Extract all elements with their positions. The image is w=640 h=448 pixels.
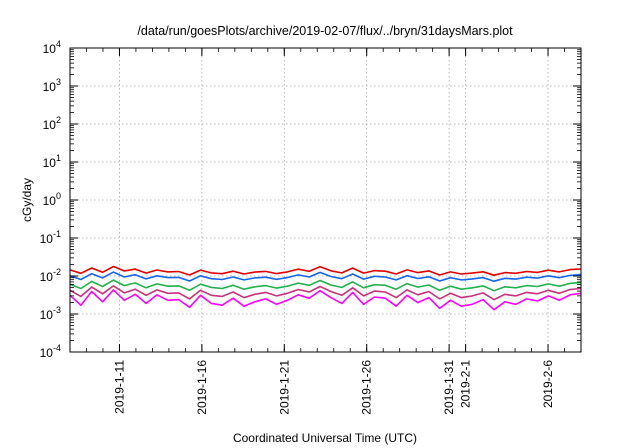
y-tick-label: 10-2 [40,267,61,284]
chart-title: /data/run/goesPlots/archive/2019-02-07/f… [137,24,513,38]
x-tick-label: 2019-2-1 [459,360,473,408]
y-tick-label: 104 [43,39,61,56]
series-line [69,265,582,277]
y-axis-label: cGy/day [20,178,34,222]
y-tick-label: 100 [43,191,61,208]
x-tick-label: 2019-1-21 [277,360,291,415]
y-tick-label: 101 [43,153,61,170]
y-tick-label: 10-3 [40,305,61,322]
x-tick-label: 2019-1-31 [442,360,456,415]
series-line [69,271,582,283]
x-axis: 2019-1-11 2019-1-16 2019-1-21 2019-1-26 2019… [69,48,582,415]
series-group [69,265,582,311]
grid [70,48,581,352]
x-tick-label: 2019-1-26 [360,360,374,415]
series-line [69,279,582,292]
x-tick-label: 2019-2-6 [541,360,555,408]
series-line [69,285,582,301]
series-line [69,289,582,311]
x-tick-label: 2019-1-16 [195,360,209,415]
y-tick-label: 10-1 [40,229,61,246]
y-tick-label: 103 [43,77,61,94]
y-axis: 10-4 10-3 10-2 10-1 100 101 102 103 104 [40,39,581,360]
x-axis-label: Coordinated Universal Time (UTC) [233,431,417,445]
y-tick-label: 10-4 [40,343,61,360]
y-tick-label: 102 [43,115,61,132]
x-tick-label: 2019-1-11 [112,360,126,414]
